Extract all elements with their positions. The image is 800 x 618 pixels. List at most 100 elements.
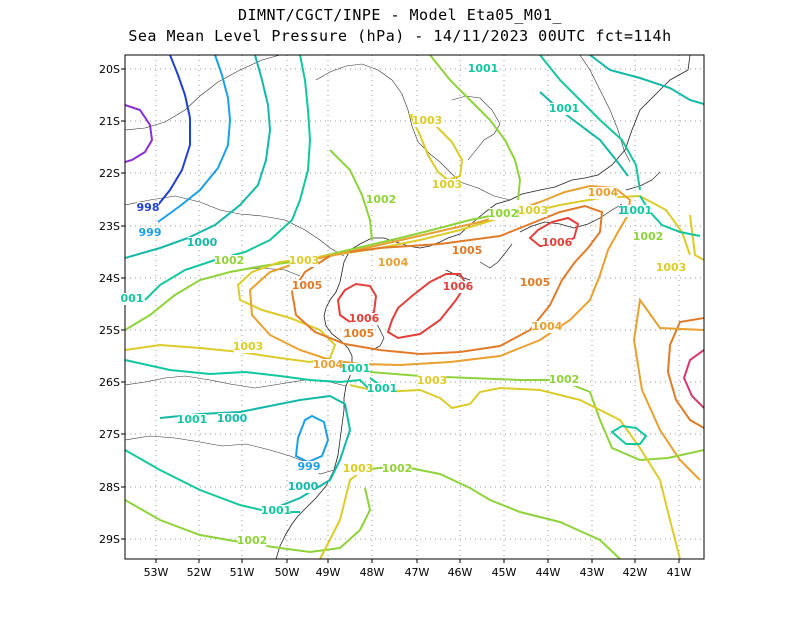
isobar-1000-south [159,394,352,511]
lon-tick-label: 50W [275,566,300,579]
contour-label: 1003 [233,340,264,353]
isobar-lines [125,55,704,559]
contour-label: 1001 [367,382,398,395]
contour-label-bg [237,535,267,547]
isobar-1002-mid [329,149,373,241]
isobar-1005 [290,204,604,356]
isobar-1004 [248,184,632,367]
contour-label: 1002 [549,373,580,386]
contour-label-bg [412,115,442,127]
isobar-1001-north [539,55,641,191]
lat-tick-label: 27S [99,428,120,441]
lon-tick-label: 42W [623,566,648,579]
contour-label-bg [233,341,263,353]
lon-tick-label: 53W [144,566,169,579]
state-borders [125,55,631,475]
contour-label-bg [177,414,207,426]
contour-label-bg [367,383,397,395]
contour-label: 1000 [217,412,248,425]
contour-label-bg [622,205,652,217]
isobar-998 [125,104,154,163]
contour-label-bg [343,463,373,475]
isobar-1002-coast [369,371,704,462]
contour-label-bg [313,359,343,371]
contour-label: 1002 [366,193,397,206]
contour-label: 1001 [177,413,208,426]
isobar-1005-east [666,317,704,429]
isobar-1001-sw [125,449,300,513]
contour-label-bg [588,187,618,199]
contour-label-bg [488,208,518,220]
contour-label: 1005 [520,276,551,289]
isobar-1003-sw [319,464,371,559]
contour-label: 1003 [343,462,374,475]
contour-label: 1004 [378,256,409,269]
contour-label: 1002 [633,230,664,243]
isobar-1002-sw [125,487,372,554]
lat-tick-label: 28S [99,481,120,494]
contour-label-bg [443,281,473,293]
contour-label: 1006 [443,280,474,293]
contour-label-bg [340,363,370,375]
lon-tick-label: 43W [580,566,605,579]
contour-label: 1000 [187,236,218,249]
contour-label-bg [518,205,548,217]
contour-label-bg [121,293,143,305]
contour-label-bg [432,179,462,191]
contour-label: 1005 [452,244,483,257]
lat-tick-label: 29S [99,533,120,546]
contour-label-bg [549,103,579,115]
lat-tick-label: 23S [99,220,120,233]
isobar-1002-north [429,55,522,201]
contour-label-bg [549,374,579,386]
contour-label: 1001 [261,504,292,517]
contour-label: 1003 [656,261,687,274]
contour-label-bg [289,255,319,267]
lon-tick-label: 49W [316,566,341,579]
contour-label: 1002 [488,207,519,220]
contour-label-bg [382,463,412,475]
isobar-1006-d [682,349,704,409]
contour-label-bg [633,231,663,243]
isobar-1001-west [144,55,312,301]
contour-label-bg [366,194,396,206]
contour-labels: 9989991000100110011002100210031003100410… [121,62,687,547]
contour-label: 1004 [532,320,563,333]
grid-lines [125,55,704,559]
contour-label: 001 [121,292,144,305]
isobar-1000-west [125,55,272,259]
isobar-1000-north [589,55,704,105]
contour-label-bg [349,313,379,325]
contour-label-bg [532,321,562,333]
isobar-1001-se [610,424,648,445]
contour-label-bg [288,481,318,493]
contour-label: 1005 [344,327,375,340]
contour-label-bg [542,237,572,249]
lon-tick-label: 51W [230,566,255,579]
contour-label-bg [298,461,320,473]
coastline-bays [359,171,661,351]
contour-label-bg [417,375,447,387]
isobar-998b [157,55,191,206]
contour-label: 1001 [549,102,580,115]
contour-label: 1003 [412,114,443,127]
isobar-1003-east [689,214,704,261]
contour-label: 1003 [417,374,448,387]
contour-label: 1001 [468,62,499,75]
lon-tick-label: 46W [448,566,473,579]
contour-label-bg [139,227,161,239]
lat-tick-label: 20S [99,63,120,76]
lon-tick-label: 41W [667,566,692,579]
lat-tick-label: 26S [99,376,120,389]
contour-label-bg [217,413,247,425]
contour-label-bg [468,63,498,75]
contour-label-bg [656,262,686,274]
lat-tick-label: 25S [99,324,120,337]
contour-label: 1005 [292,279,323,292]
contour-label: 1002 [214,254,245,267]
contour-label: 1002 [382,462,413,475]
contour-label-bg [261,505,291,517]
lon-tick-label: 47W [405,566,430,579]
contour-label: 999 [139,226,162,239]
